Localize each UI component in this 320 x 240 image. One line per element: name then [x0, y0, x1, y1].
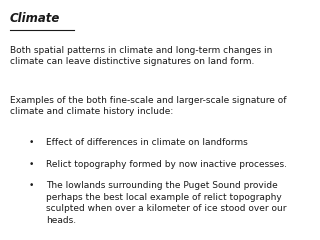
Text: The lowlands surrounding the Puget Sound provide
perhaps the best local example : The lowlands surrounding the Puget Sound… — [46, 181, 287, 225]
Text: Relict topography formed by now inactive processes.: Relict topography formed by now inactive… — [46, 160, 287, 168]
Text: Climate: Climate — [10, 12, 60, 25]
Text: Effect of differences in climate on landforms: Effect of differences in climate on land… — [46, 138, 248, 147]
Text: Both spatial patterns in climate and long-term changes in
climate can leave dist: Both spatial patterns in climate and lon… — [10, 46, 272, 66]
Text: •: • — [29, 181, 34, 190]
Text: Examples of the both fine-scale and larger-scale signature of
climate and climat: Examples of the both fine-scale and larg… — [10, 96, 286, 116]
Text: •: • — [29, 160, 34, 168]
Text: •: • — [29, 138, 34, 147]
